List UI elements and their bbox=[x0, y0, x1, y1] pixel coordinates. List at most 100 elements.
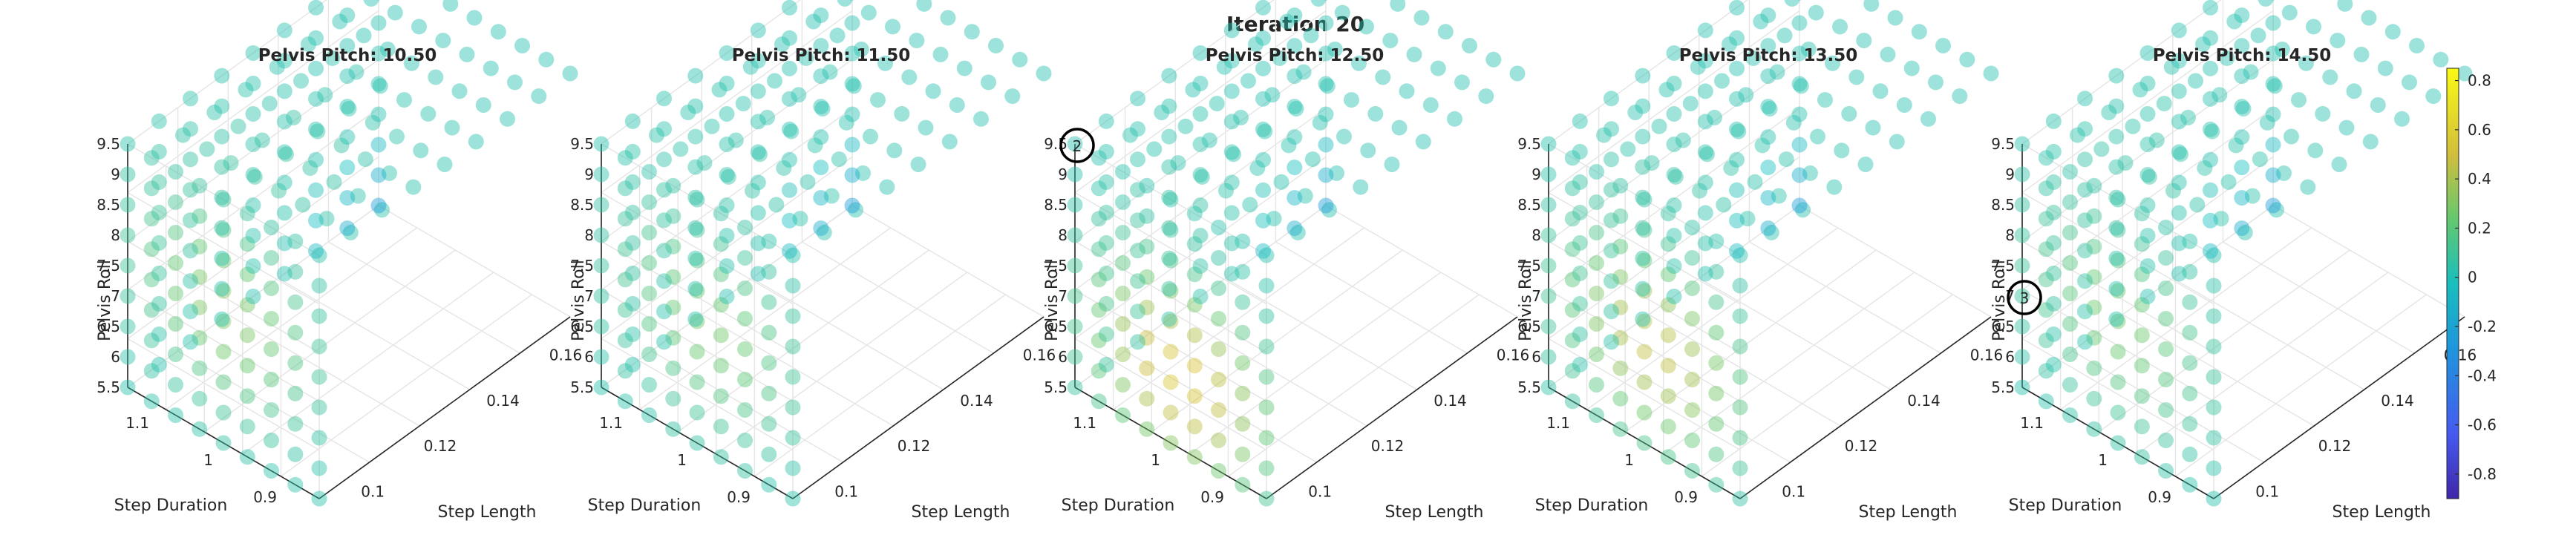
y-axis-label: Step Duration bbox=[1535, 496, 1649, 515]
scatter-point bbox=[396, 92, 412, 108]
scatter-point bbox=[1288, 101, 1304, 116]
scatter-point bbox=[2101, 105, 2117, 120]
scatter-point bbox=[264, 311, 279, 326]
y-tick-label: 1.1 bbox=[1073, 414, 1096, 432]
scatter-point bbox=[2265, 197, 2281, 214]
scatter-points bbox=[2014, 0, 2473, 507]
scatter-point bbox=[689, 404, 705, 421]
scatter-point bbox=[451, 83, 468, 99]
z-tick-label: 5.5 bbox=[1044, 378, 1068, 396]
scatter-point bbox=[1235, 324, 1251, 341]
scatter-point bbox=[713, 266, 729, 283]
scatter-point bbox=[1235, 476, 1251, 493]
scatter-point bbox=[1732, 399, 1748, 416]
scatter-point bbox=[1776, 27, 1793, 44]
scatter-point bbox=[1098, 143, 1114, 160]
scatter-point bbox=[370, 167, 387, 183]
scatter-point bbox=[1186, 297, 1203, 313]
z-tick-label: 5.5 bbox=[1991, 378, 2015, 396]
scatter-point bbox=[1887, 10, 1903, 26]
scatter-point bbox=[1797, 0, 1802, 1]
scatter-point bbox=[2337, 0, 2353, 12]
scatter-point bbox=[1272, 50, 1288, 66]
scatter-point bbox=[2110, 191, 2126, 208]
scatter-point bbox=[2402, 74, 2417, 91]
scatter-point bbox=[1098, 326, 1114, 342]
scatter-point bbox=[1091, 150, 1107, 166]
scatter-point bbox=[2134, 418, 2150, 435]
scatter-point bbox=[1666, 167, 1682, 183]
scatter-point bbox=[2134, 358, 2150, 374]
scatter-point bbox=[1762, 101, 1778, 116]
scatter-point bbox=[2134, 388, 2150, 404]
scatter-point bbox=[1192, 45, 1209, 61]
scatter-point bbox=[1161, 98, 1177, 114]
scatter-point bbox=[1161, 68, 1177, 84]
y-tick-label: 1 bbox=[1151, 451, 1160, 469]
z-tick-label: 9 bbox=[584, 165, 594, 183]
scatter-point bbox=[2045, 204, 2062, 220]
scatter-point bbox=[2425, 88, 2442, 105]
scatter-point bbox=[1255, 212, 1271, 229]
scatter-point bbox=[318, 211, 335, 227]
scatter-point bbox=[687, 68, 704, 84]
scatter-point bbox=[1589, 377, 1604, 393]
scatter-point bbox=[239, 297, 255, 313]
scatter-point bbox=[2171, 174, 2187, 191]
scatter-point bbox=[1139, 269, 1155, 285]
scatter-point bbox=[846, 78, 862, 94]
scatter-point bbox=[1186, 236, 1203, 252]
colorbar-tick-label: 0.8 bbox=[2468, 72, 2491, 90]
scatter-point bbox=[1310, 0, 1327, 7]
scatter-point bbox=[1334, 4, 1350, 21]
scatter-point bbox=[2086, 390, 2102, 407]
scatter-point bbox=[641, 164, 657, 180]
scatter-point bbox=[2117, 155, 2134, 171]
scatter-points bbox=[120, 0, 578, 507]
scatter-point bbox=[2213, 211, 2229, 227]
scatter-point bbox=[168, 316, 183, 332]
scatter-point bbox=[1760, 129, 1776, 145]
scatter-point bbox=[1791, 197, 1808, 214]
scatter-point bbox=[2171, 266, 2187, 282]
scatter-point bbox=[2250, 27, 2266, 44]
scatter-point bbox=[1287, 68, 1303, 85]
scatter-point bbox=[1323, 0, 1329, 1]
scatter-point bbox=[1753, 13, 1769, 30]
scatter-point bbox=[2203, 243, 2218, 259]
scatter-point bbox=[745, 183, 760, 199]
scatter-point bbox=[370, 137, 387, 153]
scatter-point bbox=[689, 435, 705, 451]
scatter-point bbox=[719, 228, 735, 243]
y-axis-line bbox=[1074, 387, 1267, 499]
scatter-point bbox=[593, 379, 609, 395]
scatter-point bbox=[1115, 225, 1131, 240]
scatter-point bbox=[1778, 151, 1794, 168]
scatter-point bbox=[302, 160, 318, 176]
scatter-point bbox=[413, 142, 429, 159]
scatter-point bbox=[1091, 302, 1107, 318]
scatter-point bbox=[2384, 24, 2401, 40]
scatter-point bbox=[1760, 220, 1776, 237]
scatter-point bbox=[1564, 302, 1580, 318]
scatter-point bbox=[2203, 121, 2218, 137]
scatter-point bbox=[363, 0, 379, 7]
scatter-point bbox=[1791, 106, 1808, 122]
scatter-point bbox=[877, 55, 893, 71]
y-axis-line bbox=[2021, 387, 2214, 499]
scatter-point bbox=[1791, 137, 1808, 153]
scatter-point bbox=[1287, 99, 1303, 115]
scatter-point bbox=[2077, 273, 2093, 289]
scatter-point bbox=[339, 190, 356, 206]
scatter-point bbox=[264, 280, 279, 296]
scatter-point bbox=[1258, 308, 1275, 324]
scatter-point bbox=[2307, 142, 2324, 159]
scatter-point bbox=[1729, 182, 1745, 198]
scatter-point bbox=[507, 74, 523, 91]
scatter-point bbox=[1596, 127, 1612, 143]
scatter-point bbox=[1817, 92, 1833, 108]
chart-panel-1: Pelvis Pitch: 10.50 5.5 6 6.5 7 7.5 8 8.5 9 9.5 0.… bbox=[96, 0, 582, 522]
scatter-point bbox=[1091, 211, 1107, 227]
scatter-point bbox=[719, 76, 735, 91]
